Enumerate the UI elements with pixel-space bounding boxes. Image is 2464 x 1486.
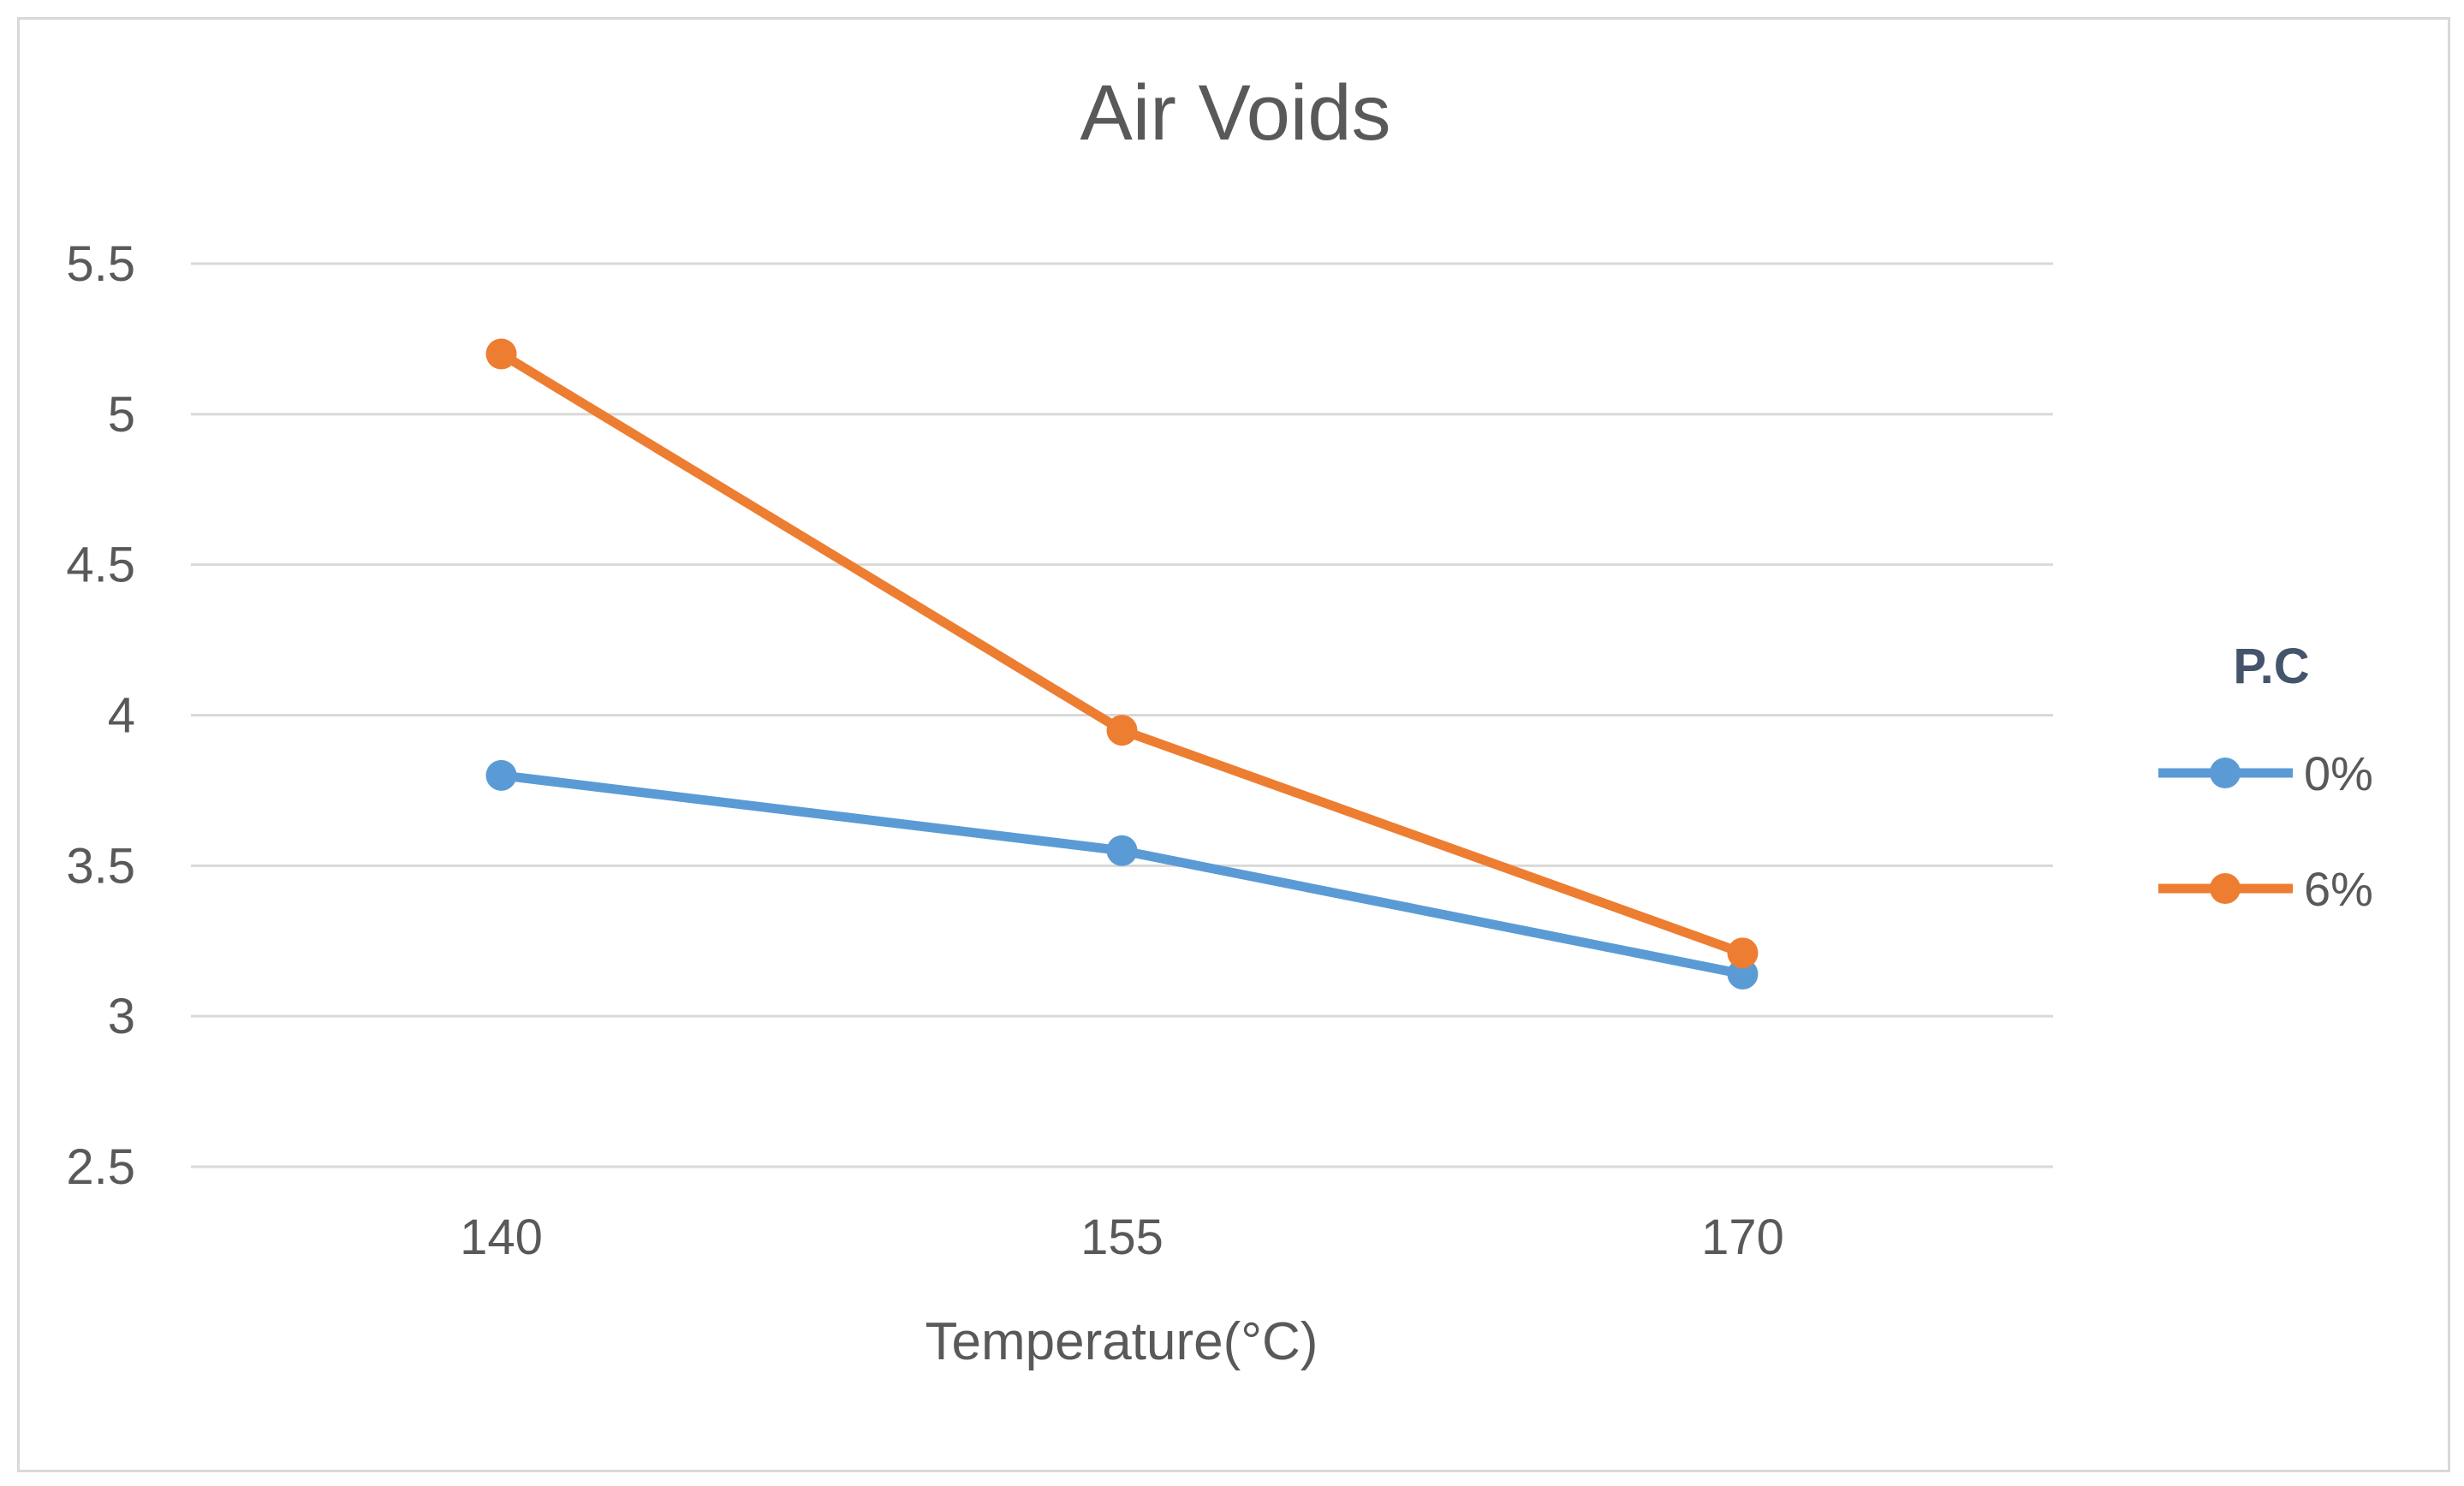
y-tick-label: 4.5 bbox=[66, 538, 135, 593]
y-tick-label: 5 bbox=[108, 387, 135, 443]
line-chart: Air Voids 2.5 3 3.5 4 4.5 5 5.5 140 155 170 Temp… bbox=[66, 69, 2373, 1371]
chart-frame: Air Voids 2.5 3 3.5 4 4.5 5 5.5 140 155 170 Temp… bbox=[17, 17, 2450, 1472]
legend-item-0: 0% bbox=[2158, 746, 2373, 800]
x-axis-ticks: 140 155 170 bbox=[460, 1210, 1784, 1265]
series-0 bbox=[485, 759, 1759, 990]
y-tick-label: 4 bbox=[108, 688, 135, 744]
legend-items: 0% 6% bbox=[2158, 746, 2373, 916]
y-tick-label: 3.5 bbox=[66, 838, 135, 894]
data-point bbox=[1106, 835, 1138, 866]
series-1 bbox=[485, 338, 1759, 969]
series-line bbox=[497, 770, 1747, 979]
y-axis-ticks: 2.5 3 3.5 4 4.5 5 5.5 bbox=[66, 236, 135, 1195]
data-point bbox=[485, 338, 517, 370]
legend-label: 6% bbox=[2304, 862, 2373, 916]
legend: P.C 0% 6% bbox=[2158, 639, 2373, 916]
data-point bbox=[1106, 715, 1138, 746]
legend-label: 0% bbox=[2304, 746, 2373, 800]
data-point bbox=[1727, 937, 1759, 969]
y-tick-label: 3 bbox=[108, 989, 135, 1044]
legend-swatch-marker bbox=[2210, 758, 2241, 788]
x-axis-label: Temperature(°C) bbox=[925, 1312, 1318, 1371]
data-point bbox=[485, 759, 517, 791]
y-tick-label: 5.5 bbox=[66, 236, 135, 292]
series-lines bbox=[485, 338, 1759, 990]
x-tick-label: 155 bbox=[1080, 1210, 1164, 1265]
legend-title: P.C bbox=[2233, 639, 2309, 694]
legend-swatch-marker bbox=[2210, 873, 2241, 904]
data-point bbox=[1727, 958, 1759, 990]
y-tick-label: 2.5 bbox=[66, 1139, 135, 1195]
chart-title: Air Voids bbox=[1080, 69, 1390, 157]
x-tick-label: 170 bbox=[1701, 1210, 1784, 1265]
legend-item-1: 6% bbox=[2158, 862, 2373, 916]
x-tick-label: 140 bbox=[460, 1210, 543, 1265]
